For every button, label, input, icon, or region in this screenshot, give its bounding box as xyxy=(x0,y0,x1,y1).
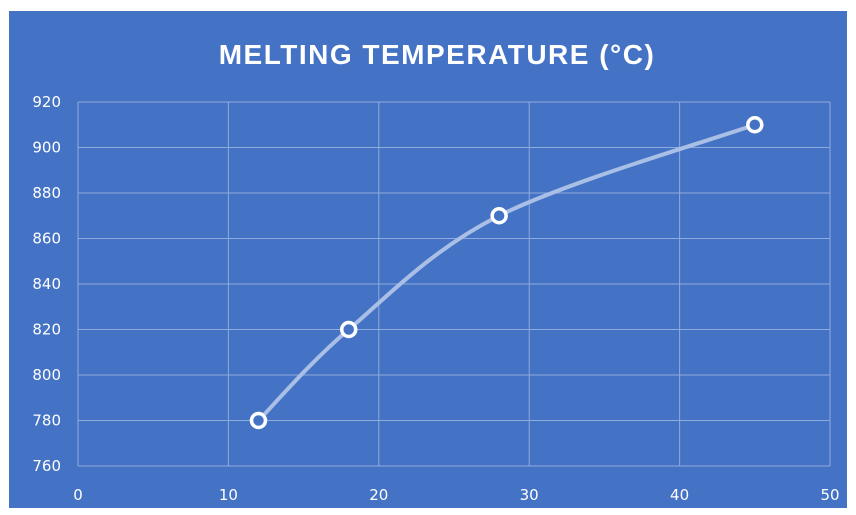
data-point-3 xyxy=(746,116,764,134)
x-tick-label-20: 20 xyxy=(369,486,388,504)
x-tick-label-0: 0 xyxy=(73,486,83,504)
x-tick-label-40: 40 xyxy=(670,486,689,504)
grid-lines xyxy=(77,101,831,467)
series-line-group xyxy=(256,122,757,423)
data-point-2 xyxy=(490,207,508,225)
y-tick-label-920: 920 xyxy=(32,93,61,111)
data-point-0 xyxy=(249,411,268,430)
y-tick-label-860: 860 xyxy=(32,230,61,248)
y-tick-label-880: 880 xyxy=(32,184,61,202)
y-tick-label-800: 800 xyxy=(32,366,61,384)
data-point-1 xyxy=(339,320,358,339)
series-line xyxy=(256,122,757,423)
y-tick-label-840: 840 xyxy=(32,275,61,293)
y-tick-label-760: 760 xyxy=(32,457,61,475)
data-points xyxy=(249,116,764,430)
y-tick-label-820: 820 xyxy=(32,321,61,339)
chart-title: MELTING TEMPERATURE (°C) xyxy=(219,39,656,70)
x-tick-label-10: 10 xyxy=(219,486,238,504)
x-tick-label-30: 30 xyxy=(520,486,539,504)
y-axis-tick-labels: 760 780 800 820 840 860 880 900 920 xyxy=(32,93,61,475)
y-tick-label-780: 780 xyxy=(32,412,61,430)
x-tick-label-50: 50 xyxy=(820,486,839,504)
x-axis-tick-labels: 0 10 20 30 40 50 xyxy=(73,486,839,504)
y-tick-label-900: 900 xyxy=(32,139,61,157)
